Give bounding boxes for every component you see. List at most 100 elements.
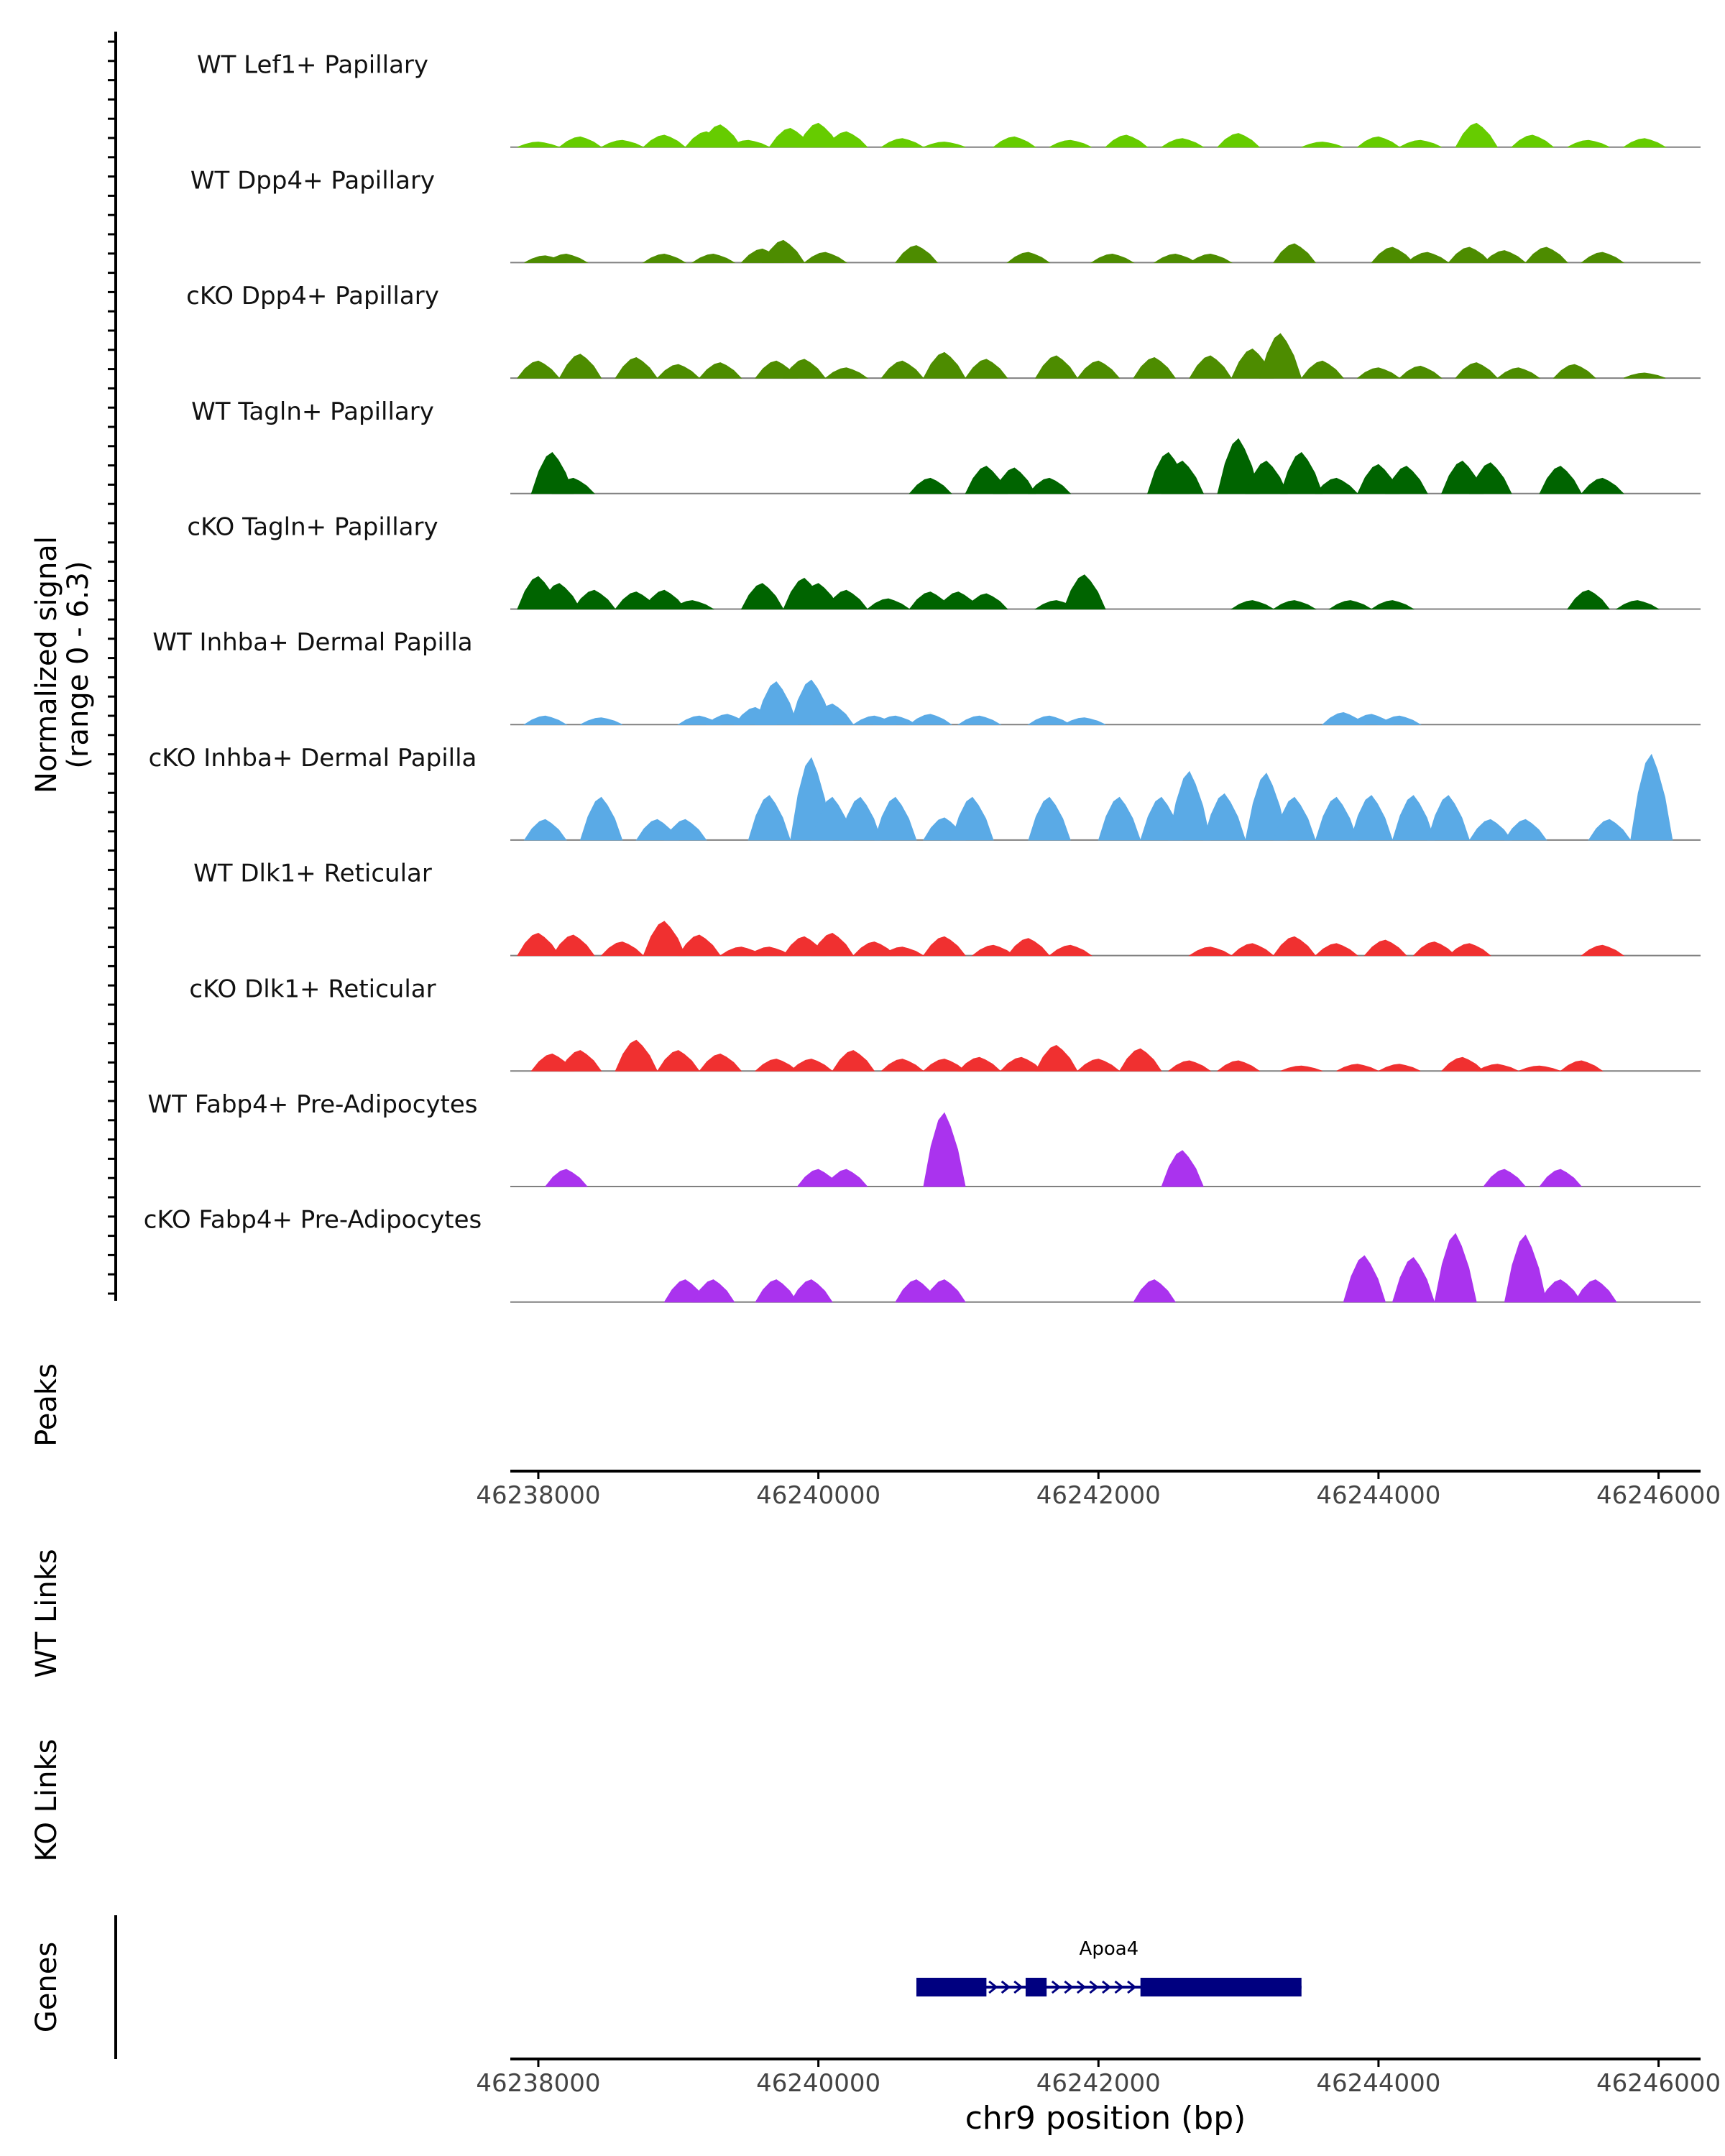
coverage-peak bbox=[1559, 1060, 1604, 1072]
coverage-peak bbox=[1168, 770, 1211, 841]
coverage-peak bbox=[1098, 796, 1141, 841]
coverage-peak bbox=[1405, 252, 1450, 263]
coverage-peak bbox=[880, 360, 924, 379]
track-wt-lef1-papillary: WT Lef1+ Papillary bbox=[197, 51, 1701, 148]
coverage-peak bbox=[615, 356, 658, 379]
coverage-peak bbox=[1273, 936, 1317, 957]
coverage-peak bbox=[670, 600, 715, 609]
coverage-peak bbox=[1034, 355, 1078, 379]
coverage-peak bbox=[1399, 139, 1442, 148]
coverage-peak bbox=[1188, 946, 1233, 957]
coverage-peak bbox=[1468, 819, 1512, 841]
coverage-peak bbox=[1300, 360, 1345, 379]
x-tick-label: 46238000 bbox=[476, 2069, 600, 2098]
x-tick-label: 46244000 bbox=[1316, 2069, 1440, 2098]
coverage-peak bbox=[965, 359, 1008, 379]
x-axis-title: chr9 position (bp) bbox=[965, 2100, 1246, 2137]
coverage-peak bbox=[1482, 250, 1527, 263]
track-label: WT Lef1+ Papillary bbox=[197, 51, 428, 80]
x-tick-label: 46238000 bbox=[476, 1481, 600, 1510]
coverage-peak bbox=[824, 589, 868, 609]
coverage-peak bbox=[1504, 1234, 1547, 1303]
coverage-peak bbox=[1006, 938, 1050, 957]
coverage-peak bbox=[516, 360, 561, 379]
track-wt-dlk1-reticular: WT Dlk1+ Reticular bbox=[193, 860, 1701, 957]
coverage-peak bbox=[1328, 600, 1373, 609]
coverage-peak bbox=[951, 796, 994, 841]
coverage-peak bbox=[965, 593, 1008, 609]
gene-strand-arrow bbox=[1051, 1980, 1062, 1994]
coverage-peak bbox=[517, 933, 560, 957]
coverage-peak bbox=[544, 253, 589, 263]
coverage-peak bbox=[1552, 364, 1596, 379]
coverage-peak bbox=[957, 715, 1002, 725]
coverage-peak bbox=[790, 1279, 833, 1303]
coverage-peak bbox=[1356, 367, 1401, 379]
coverage-peak bbox=[1167, 1060, 1212, 1072]
coverage-peak bbox=[691, 1279, 735, 1303]
coverage-peak bbox=[1301, 142, 1344, 148]
gene-label: Apoa4 bbox=[1080, 1938, 1139, 1960]
peaks-x-axis: 46238000 46240000 46242000 46244000 46246000 bbox=[476, 1471, 1721, 1510]
gene-exon bbox=[916, 1978, 987, 1996]
coverage-y-axis-ticks bbox=[108, 40, 116, 1295]
coverage-peak bbox=[727, 139, 770, 148]
gene-strand-arrow bbox=[988, 1980, 998, 1994]
coverage-peak bbox=[1448, 943, 1491, 957]
coverage-peak bbox=[923, 351, 966, 379]
coverage-peak bbox=[1028, 796, 1071, 841]
coverage-peak bbox=[1161, 460, 1204, 494]
coverage-peak bbox=[908, 477, 952, 494]
coverage-peak bbox=[1412, 941, 1457, 957]
coverage-peak bbox=[747, 946, 792, 957]
track-label: WT Dlk1+ Reticular bbox=[193, 860, 432, 888]
coverage-peak bbox=[1259, 333, 1302, 379]
track-label: WT Dpp4+ Papillary bbox=[190, 166, 435, 195]
coverage-peak bbox=[1027, 715, 1072, 725]
x-tick-label: 46246000 bbox=[1596, 1481, 1721, 1510]
x-tick-label: 46242000 bbox=[1036, 1481, 1161, 1510]
coverage-peak bbox=[1455, 122, 1499, 148]
ko-links-panel-label: KO Links bbox=[30, 1739, 63, 1862]
coverage-peak bbox=[1567, 139, 1610, 148]
gene-strand-arrow bbox=[1076, 1980, 1087, 1994]
coverage-peak bbox=[663, 819, 707, 841]
coverage-peak bbox=[1048, 944, 1092, 957]
coverage-peak bbox=[1161, 1150, 1204, 1187]
coverage-peak bbox=[572, 589, 616, 609]
coverage-peak bbox=[1574, 1279, 1617, 1303]
coverage-peak bbox=[699, 1053, 742, 1072]
coverage-peak bbox=[999, 1056, 1044, 1072]
coverage-peak bbox=[1230, 943, 1275, 957]
coverage-peak bbox=[1133, 1279, 1177, 1303]
coverage-peak bbox=[1216, 133, 1261, 148]
coverage-peak bbox=[517, 142, 560, 148]
coverage-peak bbox=[1118, 1048, 1162, 1072]
coverage-peak bbox=[755, 1279, 799, 1303]
peaks-panel-label: Peaks bbox=[30, 1363, 63, 1447]
coverage-peak bbox=[824, 367, 869, 379]
coverage-peak bbox=[1434, 1233, 1477, 1303]
coverage-peak bbox=[1588, 819, 1632, 841]
coverage-peak bbox=[523, 715, 568, 725]
coverage-peak bbox=[1049, 139, 1092, 148]
coverage-peak bbox=[642, 253, 687, 263]
coverage-peak bbox=[656, 1050, 700, 1072]
coverage-peak bbox=[1510, 134, 1555, 148]
genes-panel-label: Genes bbox=[30, 1942, 63, 2032]
coverage-peak bbox=[1615, 600, 1660, 609]
coverage-peak bbox=[880, 946, 925, 957]
coverage-peak bbox=[1315, 943, 1358, 957]
coverage-peak bbox=[1567, 589, 1611, 609]
gene-strand-arrow bbox=[1064, 1980, 1074, 1994]
coverage-peak bbox=[1455, 362, 1499, 379]
coverage-peak bbox=[1027, 477, 1072, 494]
coverage-peak bbox=[755, 681, 798, 725]
coverage-peak bbox=[740, 583, 784, 609]
track-cko-tagln-papillary: cKO Tagln+ Papillary bbox=[187, 513, 1701, 610]
y-axis-title-line2: (range 0 - 6.3) bbox=[62, 561, 95, 768]
coverage-peak bbox=[783, 359, 827, 379]
gene-strand-arrow bbox=[1114, 1980, 1124, 1994]
coverage-peak bbox=[1104, 134, 1149, 148]
track-wt-tagln-papillary: WT Tagln+ Papillary bbox=[191, 397, 1701, 494]
